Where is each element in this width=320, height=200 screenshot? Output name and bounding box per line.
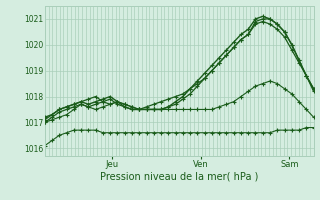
X-axis label: Pression niveau de la mer( hPa ): Pression niveau de la mer( hPa ) xyxy=(100,172,258,182)
